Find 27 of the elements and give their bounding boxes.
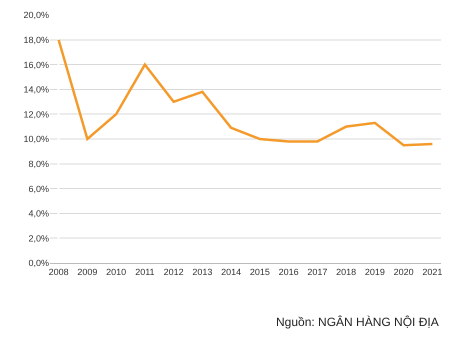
x-tick-label: 2011 [135,266,155,277]
y-tick-label: 0,0% [28,258,49,268]
x-tick-label: 2009 [77,266,98,277]
y-tick-label: 12,0% [23,109,49,120]
y-tick-label: 6,0% [28,184,49,194]
y-tick-label: 4,0% [28,208,49,219]
y-tick-label: 2,0% [28,233,49,244]
x-tick-label: 2021 [422,266,442,277]
y-tick-label: 8,0% [28,158,49,169]
x-tick-label: 2013 [192,266,212,277]
y-tick-label: 20,0% [23,10,49,20]
x-tick-label: 2010 [106,266,126,277]
x-tick-label: 2015 [250,266,270,277]
x-tick-label: 2016 [278,266,299,277]
x-tick-label: 2008 [48,266,69,277]
x-tick-label: 2017 [307,266,328,277]
line-series [57,38,434,146]
y-tick-label: 16,0% [23,60,49,70]
y-tick-label: 18,0% [23,34,49,45]
x-tick-label: 2012 [164,266,184,277]
x-tick-label: 2014 [221,266,242,277]
text: Nguồn: NGÂN HÀNG NỘI ĐỊA [276,315,439,329]
x-tick-label: 2020 [394,266,414,277]
y-tick-label: 14,0% [23,84,49,95]
x-tick-label: 2019 [364,266,385,277]
x-tick-label: 2018 [336,266,356,277]
y-tick-label: 10,0% [23,134,49,144]
